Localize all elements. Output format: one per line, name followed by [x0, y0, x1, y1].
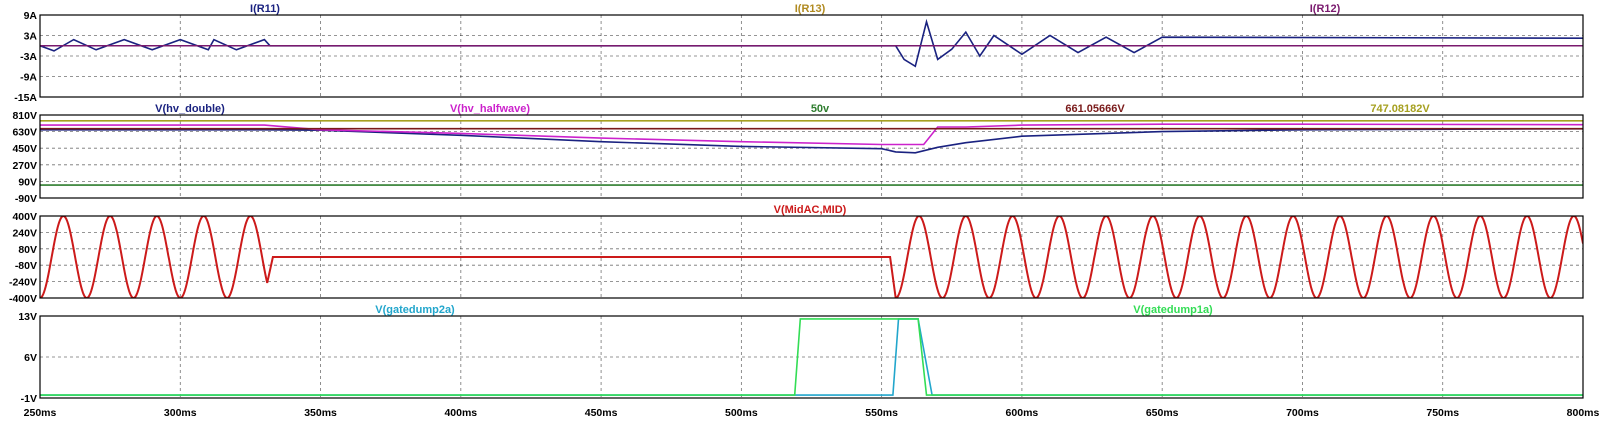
series-group — [40, 18, 1583, 68]
pane-midac: 400V 240V 80V -80V -240V -400V V(MidAC,MID) — [9, 204, 1584, 305]
pane-frame — [39, 14, 1584, 98]
y-tick-label: 400V — [12, 211, 37, 223]
y-tick-label: 630V — [12, 127, 37, 139]
series-line-v-gatedump1a- — [40, 318, 1583, 396]
series-line-v-gatedump2a- — [40, 318, 1583, 396]
y-tick-label: 90V — [18, 176, 37, 188]
y-tick-label: 240V — [12, 227, 37, 239]
x-tick-label: 800ms — [1567, 407, 1600, 419]
x-tick-label: 500ms — [725, 407, 758, 419]
y-tick-label: 270V — [12, 160, 37, 172]
y-tick-label: 13V — [18, 311, 37, 323]
series-line-v-hv-halfwave- — [40, 123, 1583, 146]
y-tick-label: -1V — [21, 393, 37, 405]
x-tick-label: 400ms — [444, 407, 477, 419]
pane-frame — [39, 114, 1584, 199]
trace-label[interactable]: V(MidAC,MID) — [774, 204, 847, 216]
x-tick-label: 350ms — [304, 407, 337, 419]
y-tick-label: 450V — [12, 143, 37, 155]
y-tick-label: 80V — [18, 244, 37, 256]
chart-panes: 9A 3A -3A -9A -15A I(R11) I(R13) I(R12) 810V 630V… — [9, 3, 1584, 405]
trace-label[interactable]: V(hv_double) — [155, 103, 225, 115]
y-tick-label: 9A — [24, 10, 38, 22]
x-tick-label: 550ms — [865, 407, 898, 419]
series-group — [40, 120, 1583, 186]
pane-voltages: 810V 630V 450V 270V 90V -90V V(hv_double) V(hv_… — [12, 103, 1584, 205]
x-axis: 250ms 300ms 350ms 400ms 450ms 500ms 550ms 600ms… — [24, 407, 1600, 419]
y-tick-label: -80V — [15, 260, 37, 272]
x-tick-label: 300ms — [164, 407, 197, 419]
pane-frame — [39, 215, 1584, 299]
series-line-v-hv-double- — [40, 128, 1583, 154]
x-tick-label: 750ms — [1426, 407, 1459, 419]
trace-label[interactable]: V(gatedump1a) — [1133, 304, 1213, 316]
trace-label[interactable]: V(gatedump2a) — [375, 304, 455, 316]
y-tick-label: -400V — [9, 293, 37, 305]
y-tick-label: 3A — [24, 31, 38, 43]
series-group — [40, 318, 1583, 396]
trace-label[interactable]: I(R12) — [1310, 3, 1341, 15]
y-tick-label: -9A — [20, 72, 37, 84]
y-tick-label: 6V — [24, 352, 37, 364]
series-line-i-r11- — [40, 18, 1583, 68]
y-tick-label: -3A — [20, 51, 37, 63]
pane-currents: 9A 3A -3A -9A -15A I(R11) I(R13) I(R12) — [14, 3, 1584, 104]
trace-label[interactable]: 50v — [811, 103, 830, 115]
x-tick-label: 650ms — [1146, 407, 1179, 419]
y-tick-label: -15A — [14, 92, 37, 104]
trace-label[interactable]: I(R13) — [795, 3, 826, 15]
x-tick-label: 250ms — [24, 407, 57, 419]
series-group — [40, 216, 1583, 298]
trace-label[interactable]: 661.05666V — [1065, 103, 1125, 115]
x-tick-label: 450ms — [585, 407, 618, 419]
x-tick-label: 600ms — [1006, 407, 1039, 419]
y-tick-label: -240V — [9, 277, 37, 289]
trace-label[interactable]: 747.08182V — [1370, 103, 1430, 115]
series-line-v-midac-mid- — [40, 216, 1583, 298]
trace-label[interactable]: V(hv_halfwave) — [450, 103, 530, 115]
pane-gates: 13V 6V -1V V(gatedump2a) V(gatedump1a) — [18, 304, 1584, 405]
x-tick-label: 700ms — [1286, 407, 1319, 419]
trace-label[interactable]: I(R11) — [250, 3, 280, 15]
pane-frame — [39, 315, 1584, 399]
y-tick-label: -90V — [15, 193, 37, 205]
y-tick-label: 810V — [12, 110, 37, 122]
